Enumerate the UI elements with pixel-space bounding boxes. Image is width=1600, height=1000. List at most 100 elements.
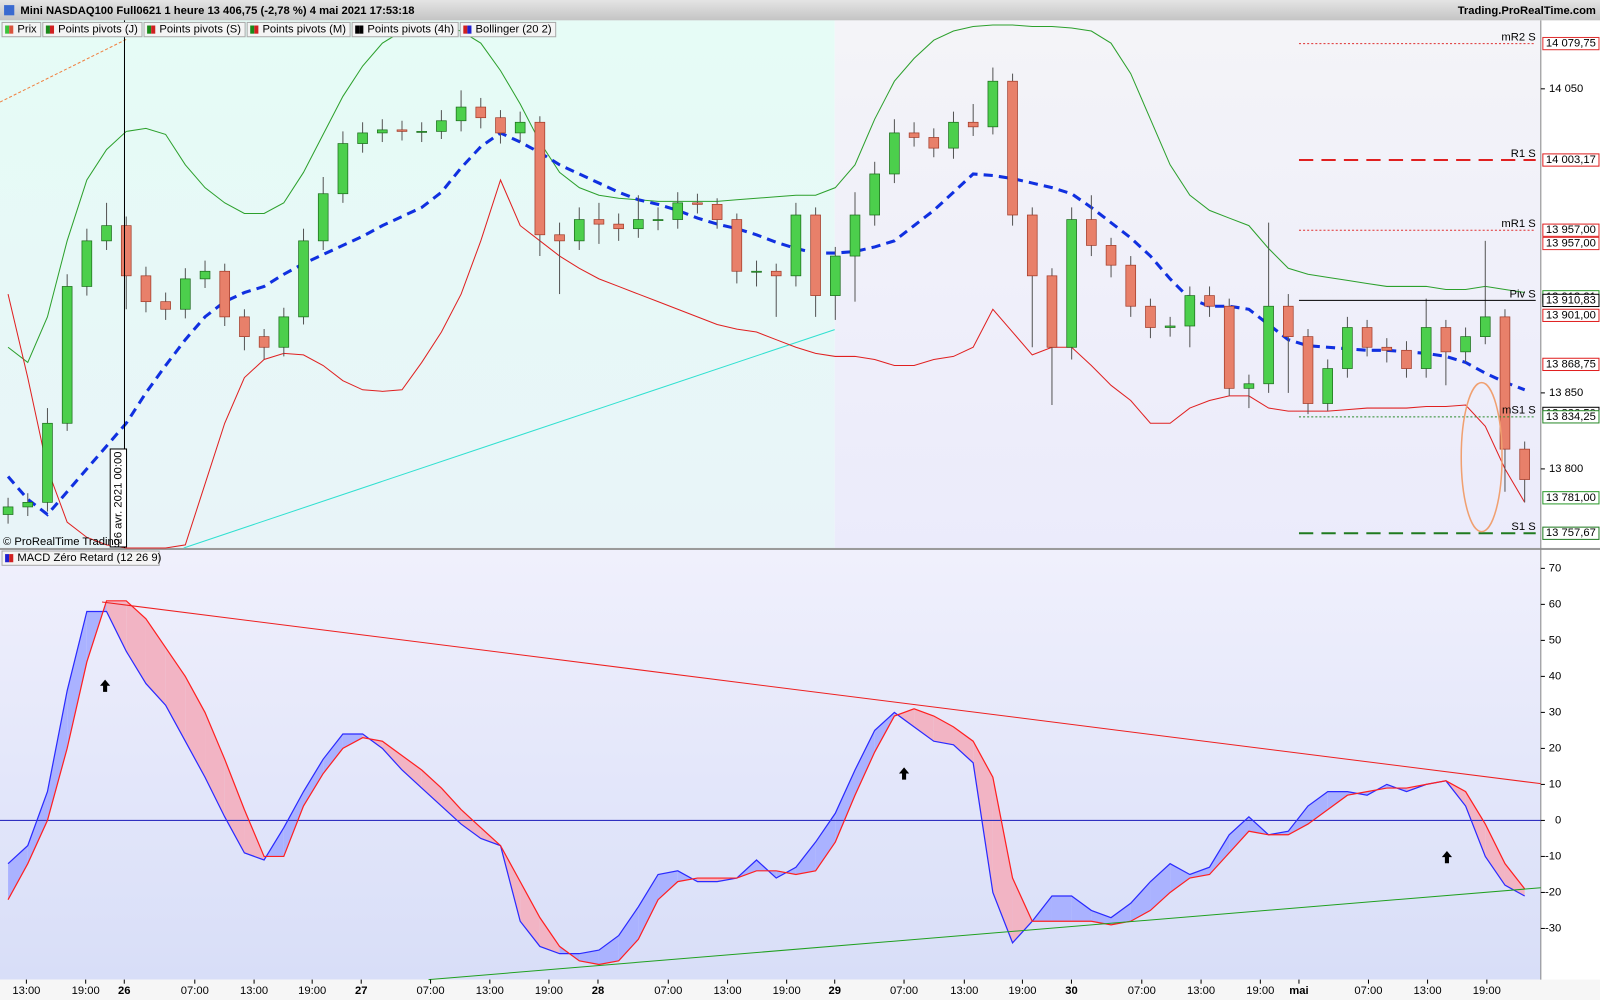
candle-body <box>1361 327 1373 348</box>
copyright: © ProRealTime Trading <box>3 536 120 548</box>
bollinger-band <box>7 24 1525 364</box>
price-bg-left <box>0 20 835 548</box>
y-tick-label: 14 050 <box>1549 83 1583 95</box>
candle-body <box>317 193 329 242</box>
candle-body <box>1342 327 1353 369</box>
y-tick-label: -30 <box>1545 922 1561 934</box>
candle-body <box>278 316 290 348</box>
macd-fill <box>933 716 954 745</box>
legend-box <box>459 21 557 38</box>
candle-body <box>436 120 447 132</box>
candle-body <box>1026 214 1038 277</box>
candle-body <box>81 240 93 287</box>
cursor-label-box <box>109 448 128 548</box>
price-plot: mR2 S R1 S mR1 S Piv S mS1 S S1 S <box>2 24 1536 549</box>
x-tick-label: 13:00 <box>1187 985 1215 997</box>
macd-title: MACD Zéro Retard (12 26 9) <box>17 552 161 564</box>
price-marker-box <box>1542 410 1600 424</box>
legend-icon <box>9 25 14 34</box>
macd-fill <box>835 770 856 843</box>
header-bar <box>0 0 1600 21</box>
legend-box <box>246 21 351 38</box>
y-tick-label: 10 <box>1549 778 1561 790</box>
macd-fill <box>382 741 402 771</box>
price-marker-box <box>1542 153 1600 167</box>
macd-icon <box>9 554 14 563</box>
macd-bg <box>0 550 1541 980</box>
pivot-level-name: mR2 S <box>1501 31 1535 43</box>
price-marker-label: 13 910,83 <box>1546 294 1596 306</box>
macd-title-box <box>1 550 160 566</box>
macd-fill <box>1130 881 1151 922</box>
macd-plot <box>0 600 1541 966</box>
x-tick-label: mai <box>1289 985 1308 997</box>
trendline <box>0 38 128 103</box>
candle-body <box>495 117 506 134</box>
candle-body <box>1479 316 1491 337</box>
candle-body <box>455 106 467 122</box>
legend-icon <box>250 25 255 34</box>
macd-fill <box>992 777 1013 943</box>
candle-body <box>849 214 861 257</box>
macd-fill <box>815 813 836 871</box>
x-tick-label: 19:00 <box>1008 985 1036 997</box>
macd-fill <box>539 917 560 954</box>
candle-body <box>1066 219 1077 348</box>
trendline <box>183 329 835 549</box>
macd-fill <box>1189 867 1210 879</box>
macd-fill <box>795 842 816 875</box>
legend-box <box>42 21 143 38</box>
candle-body <box>1145 305 1156 328</box>
macd-fill <box>1071 896 1092 922</box>
x-tick-label: 13:00 <box>12 985 40 997</box>
candle-body <box>1381 346 1393 351</box>
trendline <box>428 887 1541 981</box>
x-tick-label: 19:00 <box>72 985 100 997</box>
legend-icon <box>355 25 360 34</box>
y-tick-label: 60 <box>1549 598 1561 610</box>
macd-fill <box>1327 791 1348 810</box>
candle-body <box>1499 316 1511 450</box>
candle-body <box>967 121 979 128</box>
candle-body <box>1283 305 1294 337</box>
header-icon <box>4 5 15 16</box>
price-marker-label: 13 834,25 <box>1546 411 1596 423</box>
macd-fill <box>618 906 639 961</box>
candle-body <box>711 204 723 220</box>
candle-body <box>889 132 900 175</box>
macd-fill <box>894 708 915 727</box>
price-marker-box <box>1542 491 1600 505</box>
price-marker-box <box>1542 357 1600 372</box>
candle-body <box>199 270 211 280</box>
header-site: Trading.ProRealTime.com <box>1458 5 1596 17</box>
price-marker-box <box>1542 223 1600 237</box>
candle-body <box>948 121 959 149</box>
candle-body <box>219 270 231 318</box>
macd-fill <box>185 676 206 778</box>
legend-icon <box>254 25 259 34</box>
candle-body <box>1322 368 1333 404</box>
legend-icon <box>147 25 152 34</box>
legend-label: Points pivots (J) <box>58 24 138 36</box>
candle-body <box>101 225 112 242</box>
x-tick-label: 07:00 <box>654 985 682 997</box>
legend-item: Points pivots (J) <box>42 21 143 38</box>
y-tick-label: 13 800 <box>1549 463 1583 475</box>
candle-body <box>633 219 644 230</box>
macd-fill <box>697 878 718 882</box>
macd-icon <box>5 554 10 563</box>
candle-body <box>830 255 841 296</box>
macd-fill <box>658 870 678 900</box>
y-tick-label: 0 <box>1555 814 1561 826</box>
macd-fill <box>855 730 875 796</box>
legend-icon <box>463 25 468 34</box>
legend-icon <box>5 25 10 34</box>
trendline <box>101 601 1541 785</box>
candle-body <box>337 143 349 195</box>
legend-icon <box>45 25 50 34</box>
arrow-up <box>100 679 111 692</box>
candle-body <box>180 278 191 310</box>
candle-body <box>770 270 782 277</box>
pivot-level-name: S1 S <box>1511 521 1535 533</box>
